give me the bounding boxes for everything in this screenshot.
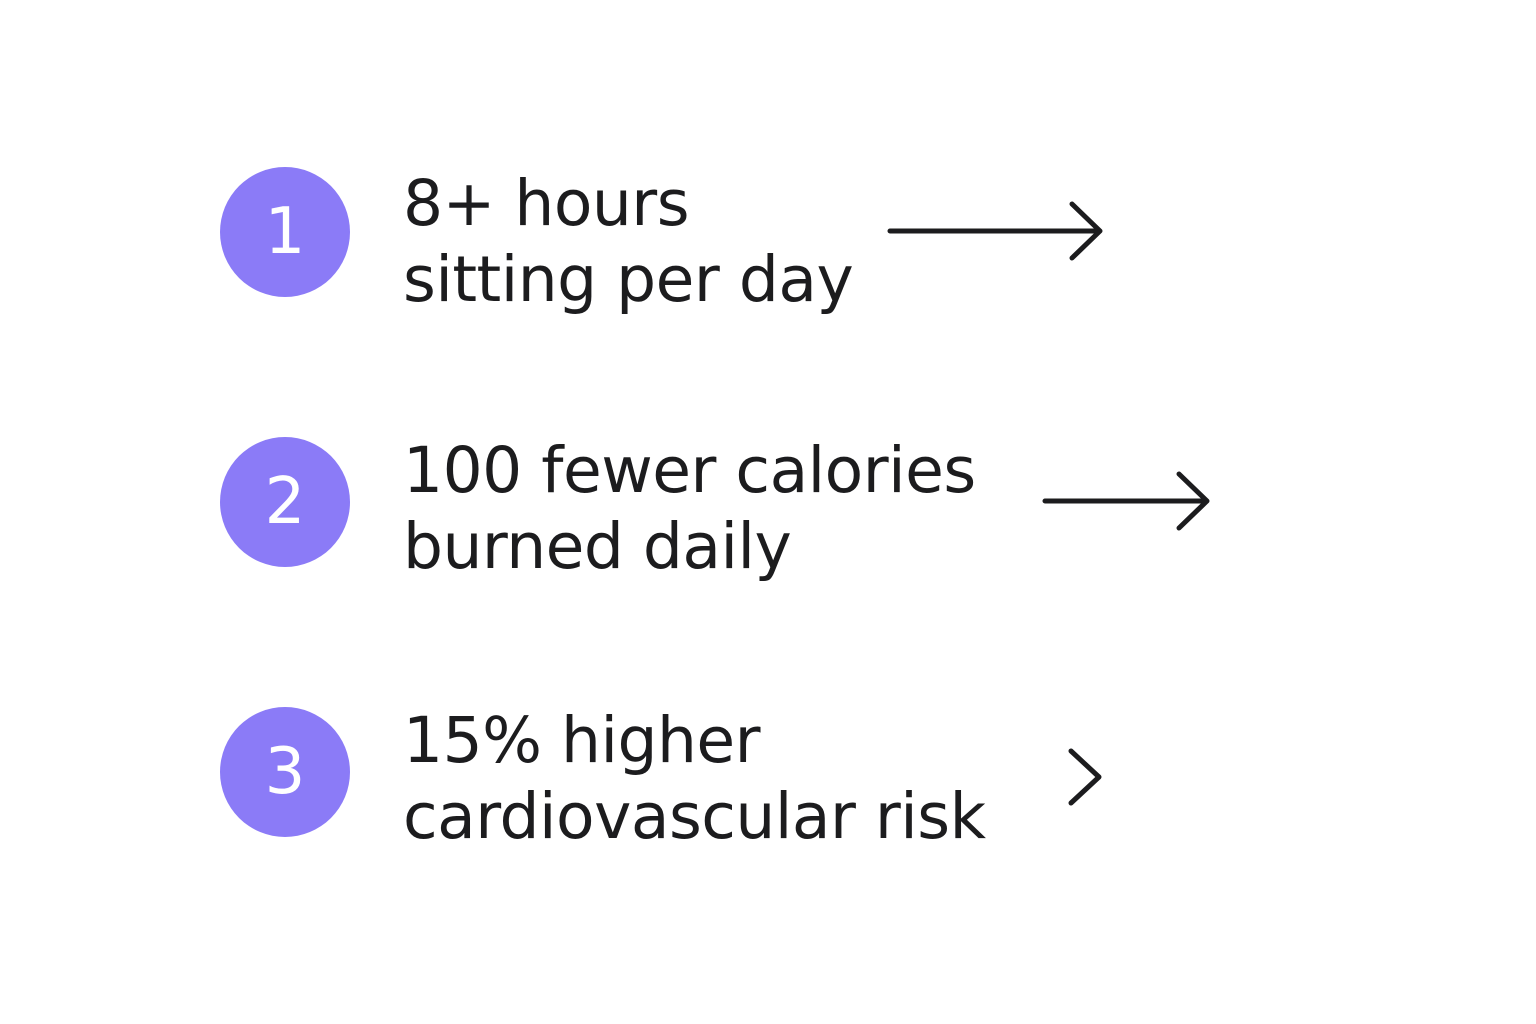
step-text: 8+ hours sitting per day [403, 166, 854, 318]
step-number-badge: 2 [220, 437, 350, 567]
step-number-badge: 1 [220, 167, 350, 297]
step-text-line1: 8+ hours [403, 167, 690, 240]
step-text-line1: 100 fewer calories [403, 434, 976, 507]
step-text-line2: cardiovascular risk [403, 780, 986, 853]
chevron-right-icon [1068, 748, 1102, 806]
step-text-line1: 15% higher [403, 704, 761, 777]
step-text-line2: sitting per day [403, 243, 854, 316]
step-number-badge: 3 [220, 707, 350, 837]
arrow-right-icon [1042, 471, 1210, 531]
step-text: 15% higher cardiovascular risk [403, 703, 986, 855]
step-text-line2: burned daily [403, 510, 792, 583]
step-text: 100 fewer calories burned daily [403, 433, 976, 585]
arrow-right-icon [887, 201, 1103, 261]
